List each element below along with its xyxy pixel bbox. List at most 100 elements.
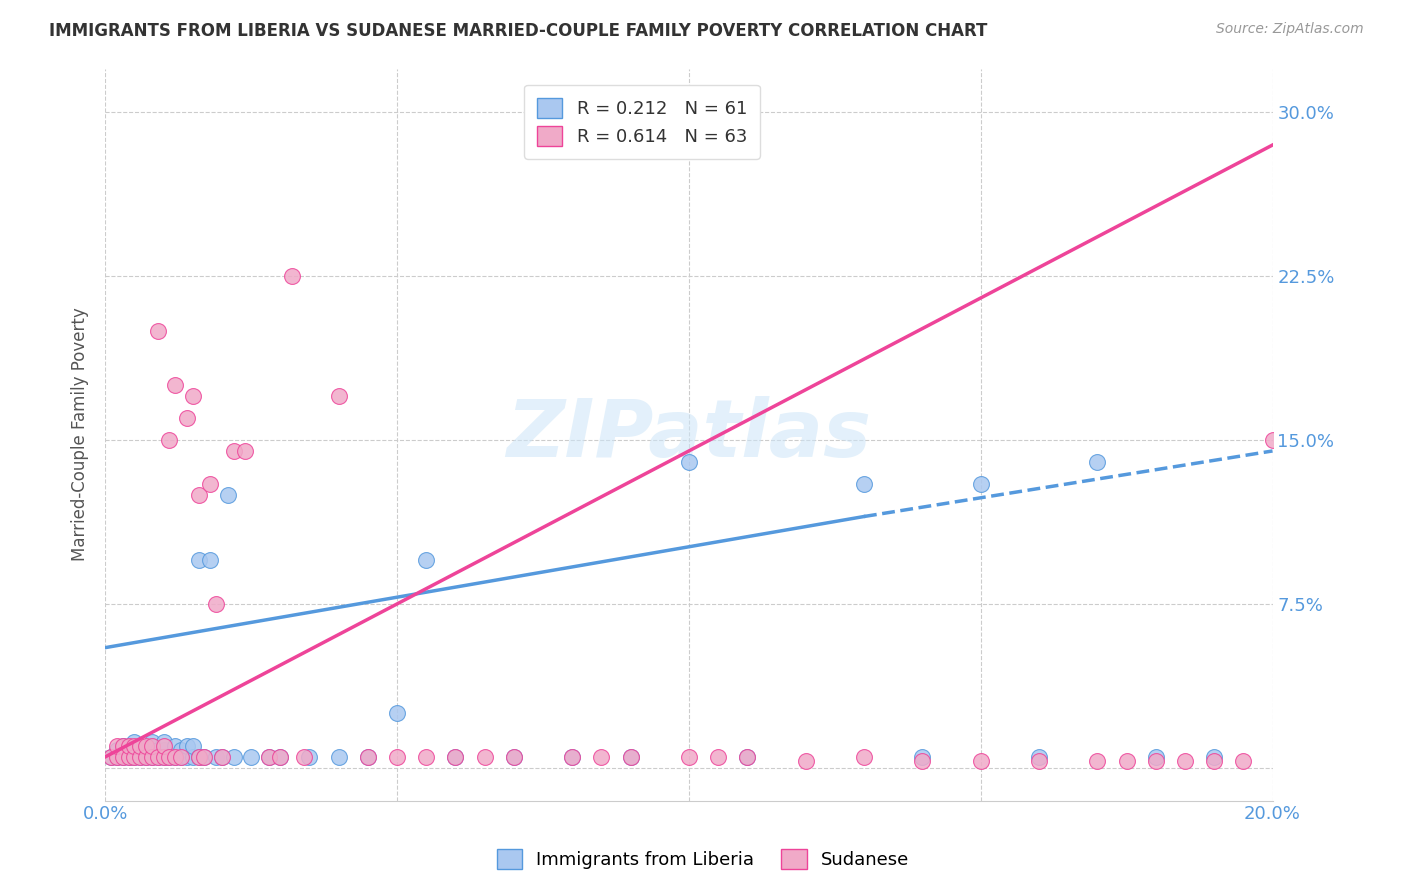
Point [129, 739, 152, 753]
Point [111, 739, 134, 753]
Point [794, 754, 817, 768]
Point [257, 750, 280, 764]
Legend: Immigrants from Liberia, Sudanese: Immigrants from Liberia, Sudanese [488, 839, 918, 879]
Point [117, 739, 139, 753]
Point [269, 750, 291, 764]
Point [1144, 754, 1167, 768]
Point [678, 750, 700, 764]
Point [124, 734, 146, 748]
Point [124, 750, 146, 764]
Point [141, 734, 163, 748]
Point [165, 750, 187, 764]
Point [152, 743, 174, 757]
Point [240, 750, 263, 764]
Point [135, 750, 157, 764]
Point [415, 553, 437, 567]
Point [157, 433, 180, 447]
Point [129, 750, 152, 764]
Point [152, 739, 174, 753]
Point [211, 750, 233, 764]
Point [1232, 754, 1254, 768]
Point [298, 750, 321, 764]
Point [105, 739, 128, 753]
Point [170, 750, 193, 764]
Point [141, 739, 163, 753]
Point [105, 750, 128, 764]
Point [111, 750, 134, 764]
Point [502, 750, 524, 764]
Point [970, 754, 993, 768]
Point [146, 743, 169, 757]
Text: Source: ZipAtlas.com: Source: ZipAtlas.com [1216, 22, 1364, 37]
Point [200, 476, 222, 491]
Point [141, 739, 163, 753]
Point [146, 750, 169, 764]
Point [678, 455, 700, 469]
Point [117, 750, 139, 764]
Point [357, 750, 380, 764]
Point [165, 378, 187, 392]
Point [187, 488, 209, 502]
Point [561, 750, 583, 764]
Point [217, 488, 239, 502]
Point [100, 750, 122, 764]
Point [211, 750, 233, 764]
Point [187, 553, 209, 567]
Point [152, 750, 174, 764]
Point [187, 750, 209, 764]
Point [619, 750, 641, 764]
Point [135, 750, 157, 764]
Point [105, 750, 128, 764]
Point [328, 389, 350, 403]
Point [146, 750, 169, 764]
Point [444, 750, 467, 764]
Point [152, 750, 174, 764]
Point [222, 444, 245, 458]
Point [707, 750, 730, 764]
Point [852, 750, 875, 764]
Legend: R = 0.212   N = 61, R = 0.614   N = 63: R = 0.212 N = 61, R = 0.614 N = 63 [524, 85, 759, 159]
Point [357, 750, 380, 764]
Point [129, 739, 152, 753]
Point [1028, 750, 1050, 764]
Point [124, 743, 146, 757]
Point [591, 750, 613, 764]
Point [735, 750, 758, 764]
Point [181, 750, 204, 764]
Point [257, 750, 280, 764]
Point [181, 389, 204, 403]
Point [1028, 754, 1050, 768]
Point [200, 553, 222, 567]
Point [157, 750, 180, 764]
Point [176, 411, 198, 425]
Point [269, 750, 291, 764]
Point [141, 750, 163, 764]
Point [385, 750, 408, 764]
Point [1261, 433, 1284, 447]
Point [1204, 750, 1226, 764]
Point [117, 750, 139, 764]
Point [187, 750, 209, 764]
Point [205, 750, 228, 764]
Point [124, 739, 146, 753]
Point [146, 324, 169, 338]
Point [193, 750, 215, 764]
Point [176, 739, 198, 753]
Text: ZIPatlas: ZIPatlas [506, 395, 872, 474]
Point [328, 750, 350, 764]
Point [970, 476, 993, 491]
Point [281, 269, 304, 284]
Point [193, 750, 215, 764]
Point [124, 750, 146, 764]
Point [165, 739, 187, 753]
Point [385, 706, 408, 721]
Point [415, 750, 437, 764]
Point [1174, 754, 1197, 768]
Point [157, 750, 180, 764]
Point [444, 750, 467, 764]
Point [135, 739, 157, 753]
Point [111, 743, 134, 757]
Point [105, 743, 128, 757]
Point [735, 750, 758, 764]
Point [152, 734, 174, 748]
